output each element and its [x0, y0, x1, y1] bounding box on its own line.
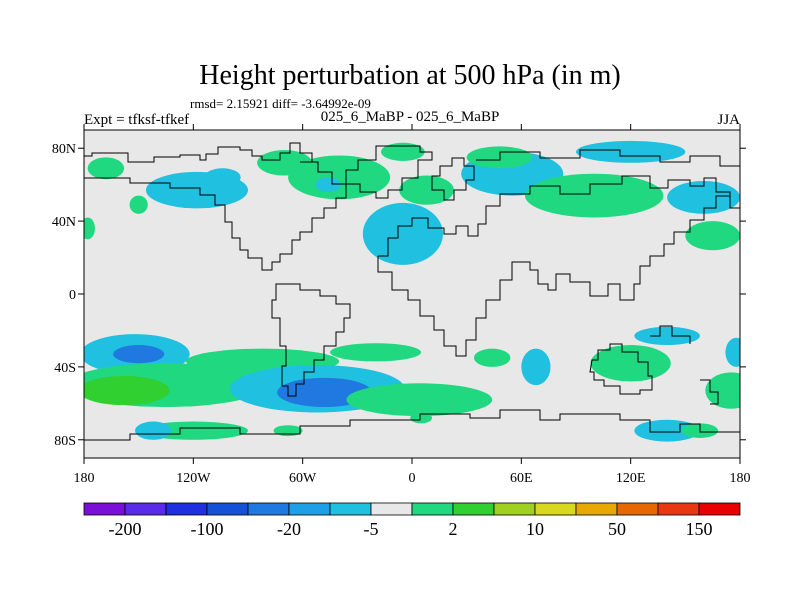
x-tick-label-2: 60W: [289, 471, 317, 486]
colorbar-swatch-5: [288, 502, 331, 516]
contour-region-11: [590, 345, 671, 382]
contour-region-28: [381, 142, 425, 161]
colorbar: -200 -100 -20 -5 2 10 50 150: [83, 502, 741, 539]
coastline-arctic-siberia: [476, 149, 740, 167]
coastline-east-asia: [684, 195, 730, 233]
colorbar-swatch-3: [206, 502, 249, 516]
colorbar-label-6: 50: [608, 519, 626, 539]
x-tick-label-1: 120W: [176, 471, 211, 486]
colorbar-swatch-15: [698, 502, 741, 516]
colorbar-swatch-11: [534, 502, 577, 516]
contour-region-7: [346, 383, 493, 417]
season-label: JJA: [717, 112, 740, 128]
contour-region-27: [315, 177, 341, 192]
coastline-antarctica: [84, 409, 740, 441]
colorbar-swatch-13: [616, 502, 659, 516]
contour-field: [84, 140, 740, 442]
y-tick-label-1: 40N: [52, 215, 76, 230]
contour-region-13: [705, 372, 740, 409]
colorbar-swatch-0: [83, 502, 126, 516]
contour-region-18: [273, 425, 303, 437]
x-tick-label-4: 60E: [510, 471, 533, 486]
coastline-australia: [589, 343, 653, 395]
contour-region-3: [84, 376, 170, 406]
colorbar-label-1: -100: [191, 519, 224, 539]
stats-label: rmsd= 2.15921 diff= -3.64992e-09: [190, 96, 371, 111]
colorbar-label-4: 2: [449, 519, 458, 539]
contour-region-31: [466, 146, 533, 169]
contour-region-19: [410, 412, 433, 424]
coastline-eurasia: [378, 175, 740, 257]
contour-region-24: [204, 168, 241, 187]
y-tick-label-2: 0: [69, 288, 76, 303]
coastline-africa: [377, 231, 684, 357]
contour-region-1: [113, 345, 165, 364]
contour-region-23: [129, 195, 148, 214]
axis-ticks: 180 120W 60W 0 60E 120E 180 80N 40N 0 40S 80S: [52, 124, 751, 486]
colorbar-swatch-10: [493, 502, 536, 516]
coastline-scandinavia: [431, 157, 475, 201]
colorbar-swatch-4: [247, 502, 290, 516]
contour-region-9: [521, 348, 551, 386]
y-tick-label-4: 80S: [54, 434, 76, 449]
colorbar-swatch-6: [329, 502, 372, 516]
coastline-new-zealand: [700, 379, 719, 405]
colorbar-label-2: -20: [277, 519, 301, 539]
chart-title: Height perturbation at 500 hPa (in m): [199, 60, 620, 91]
contour-region-8: [330, 343, 422, 362]
colorbar-swatch-8: [411, 502, 454, 516]
coastline-new-guinea: [650, 325, 691, 344]
colorbar-swatch-1: [124, 502, 167, 516]
coastline-south-america: [271, 283, 351, 397]
contour-region-21: [87, 157, 125, 180]
coastline-greenland: [345, 145, 433, 199]
colorbar-swatch-7: [370, 502, 413, 516]
experiment-label: Expt = tfksf-tfkef: [84, 112, 189, 128]
y-tick-label-3: 40S: [54, 361, 76, 376]
x-tick-label-0: 180: [74, 471, 95, 486]
contour-region-15: [725, 337, 740, 367]
coastline-arctic-america: [84, 142, 313, 163]
contour-region-35: [576, 140, 686, 163]
contour-region-34: [667, 181, 740, 214]
contour-region-32: [524, 173, 664, 218]
colorbar-swatch-2: [165, 502, 208, 516]
x-tick-label-6: 180: [730, 471, 751, 486]
contour-region-17: [135, 421, 172, 440]
colorbar-swatch-12: [575, 502, 618, 516]
subtitle-label: 025_6_MaBP - 025_6_MaBP: [321, 109, 500, 125]
contour-region-37: [84, 217, 95, 240]
coastlines: [84, 142, 740, 441]
colorbar-label-3: -5: [364, 519, 379, 539]
y-tick-label-0: 80N: [52, 142, 76, 157]
colorbar-label-7: 150: [686, 519, 713, 539]
contour-region-33: [399, 175, 454, 205]
contour-region-29: [362, 202, 443, 265]
colorbar-label-5: 10: [526, 519, 544, 539]
contour-region-36: [685, 221, 740, 251]
colorbar-label-0: -200: [109, 519, 142, 539]
colorbar-swatch-14: [657, 502, 700, 516]
contour-region-10: [473, 348, 511, 367]
contour-region-14: [634, 419, 700, 442]
coastline-north-america: [84, 161, 347, 271]
colorbar-swatch-9: [452, 502, 495, 516]
x-tick-label-5: 120E: [616, 471, 646, 486]
x-tick-label-3: 0: [409, 471, 416, 486]
contour-region-26: [288, 155, 391, 200]
contour-region-12: [634, 326, 700, 346]
